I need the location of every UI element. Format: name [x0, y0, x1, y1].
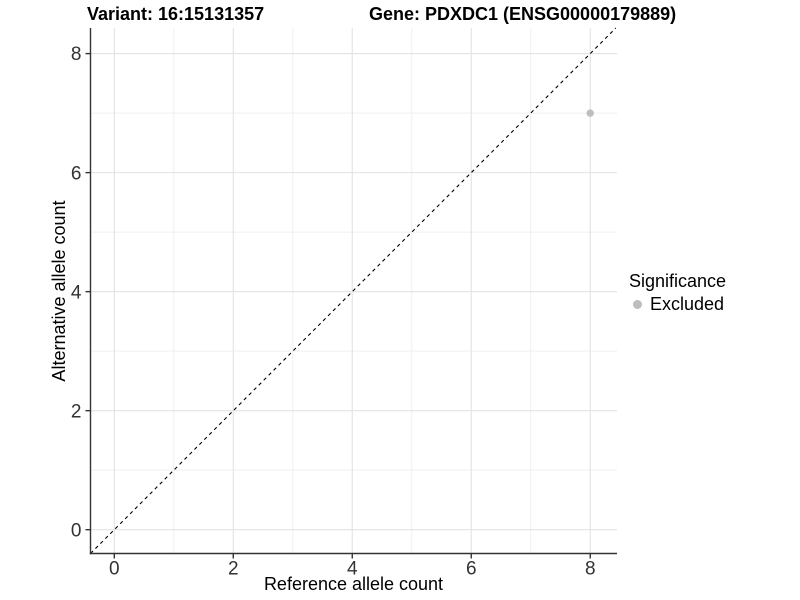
y-tick-label: 0 — [71, 520, 82, 541]
y-axis-title: Alternative allele count — [49, 200, 69, 382]
x-tick-label: 2 — [228, 559, 239, 580]
legend: Significance Excluded — [629, 271, 726, 314]
variant-title: Variant: 16:15131357 — [87, 4, 265, 24]
y-tick-label: 6 — [71, 163, 82, 184]
y-tick-label: 4 — [71, 282, 82, 303]
legend-point-swatch — [633, 299, 642, 309]
x-tick-label: 6 — [466, 559, 477, 580]
legend-item: Excluded — [629, 294, 726, 315]
x-tick-label: 0 — [109, 559, 120, 580]
x-tick-label: 8 — [585, 559, 596, 580]
identity-dashed-line — [90, 27, 617, 554]
y-tick-label: 2 — [71, 401, 82, 422]
legend-items: Excluded — [629, 294, 726, 315]
x-axis-title: Reference allele count — [263, 574, 444, 594]
x-tick-label: 4 — [347, 559, 358, 580]
gene-title: Gene: PDXDC1 (ENSG00000179889) — [369, 4, 677, 24]
legend-item-label: Excluded — [650, 293, 725, 314]
legend-title: Significance — [629, 271, 727, 291]
y-tick-label: 8 — [71, 44, 82, 65]
data-point — [586, 109, 594, 117]
